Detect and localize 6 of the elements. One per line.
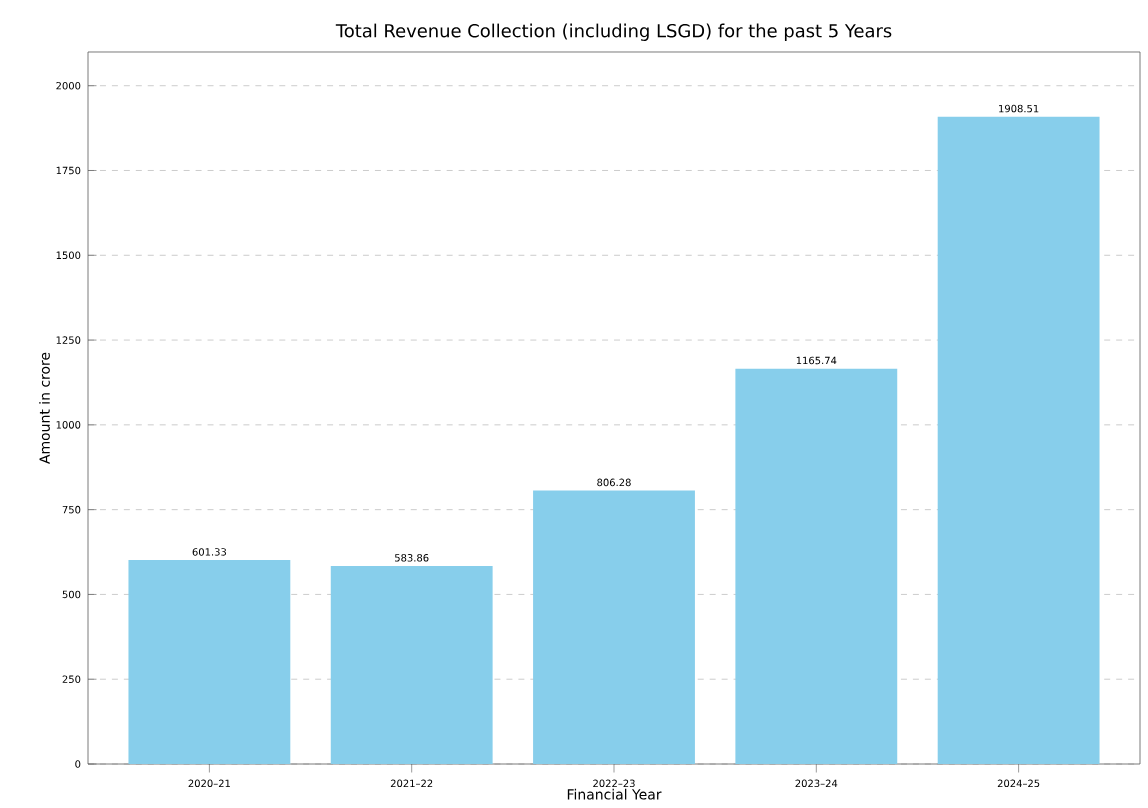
bar: [533, 490, 695, 764]
bar: [128, 560, 291, 764]
bar: [330, 565, 493, 764]
chart-title: Total Revenue Collection (including LSGD) for the past 5 Years: [335, 23, 892, 41]
bar: [937, 116, 1100, 764]
bar: [735, 368, 898, 764]
